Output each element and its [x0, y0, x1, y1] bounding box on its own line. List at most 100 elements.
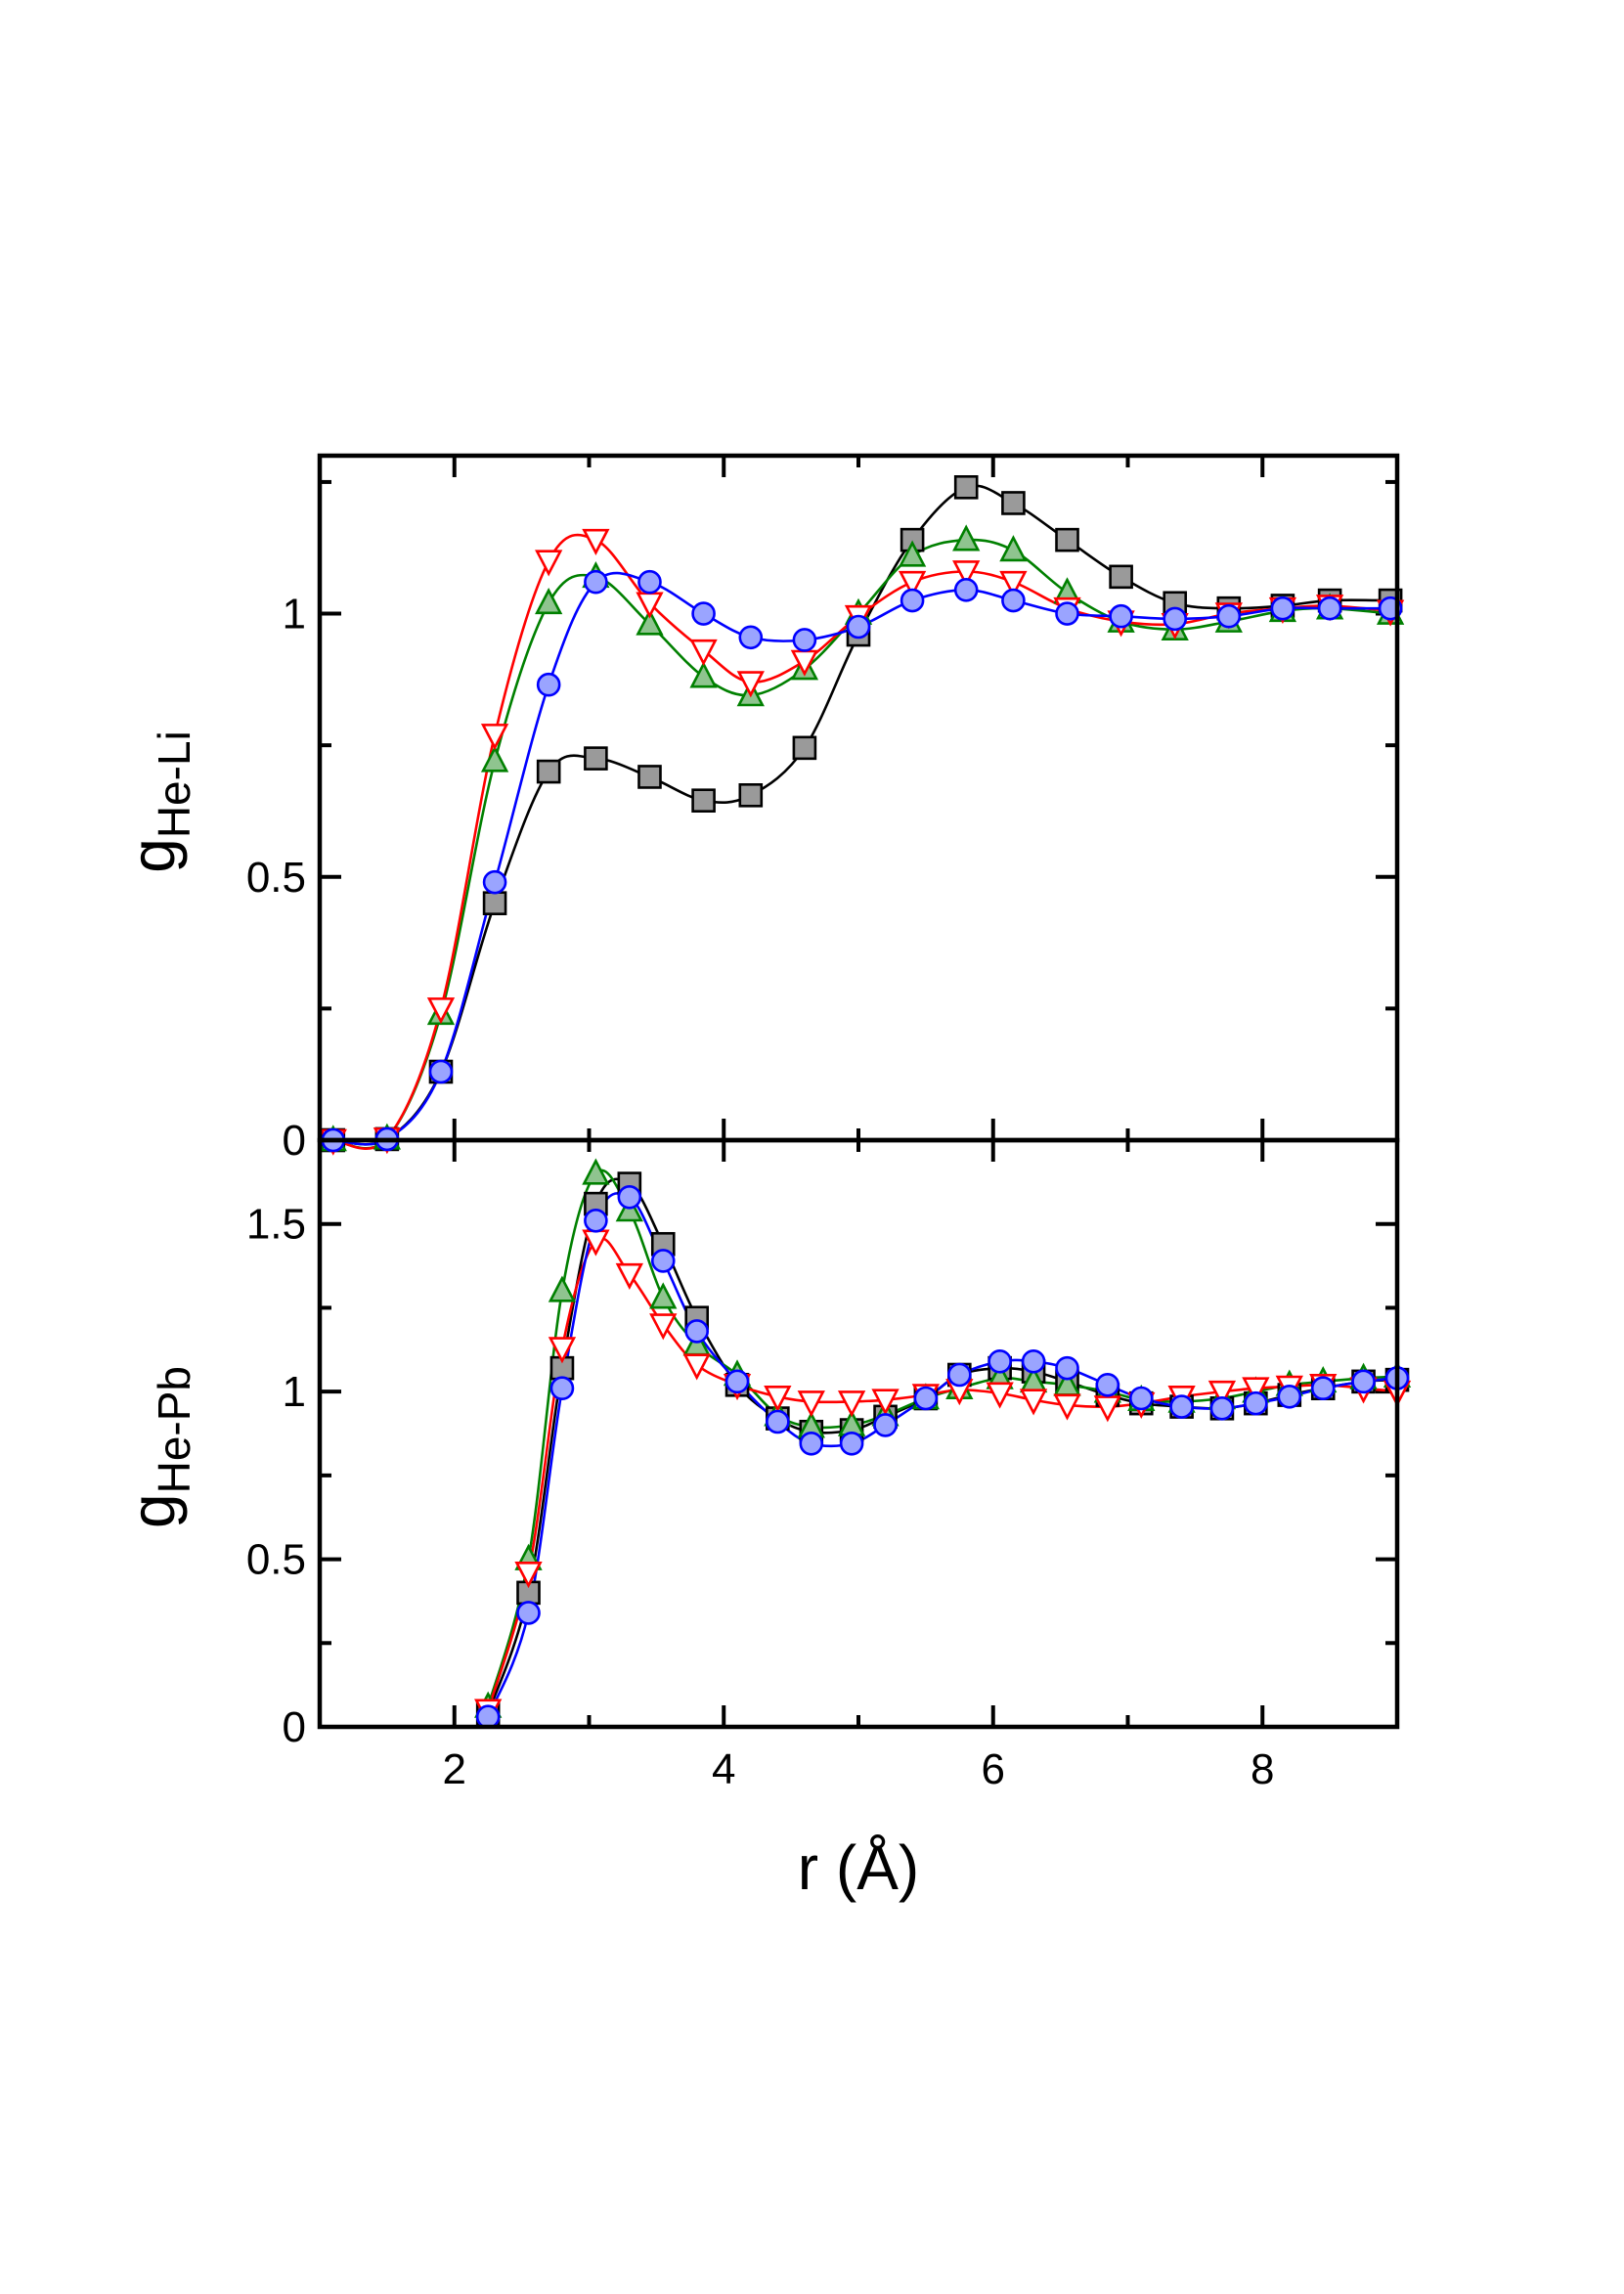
- bottom-y-tick-label: 1.5: [246, 1201, 306, 1249]
- top-green-triangles-point: [689, 661, 718, 688]
- bottom-green-triangles-point: [649, 1282, 678, 1309]
- bottom-blue-circles-point: [1244, 1390, 1268, 1416]
- bottom-axes-ticks: [320, 1140, 1397, 1729]
- bottom-y-tick-label: 1: [283, 1368, 306, 1416]
- top-blue-circles-point: [953, 578, 979, 602]
- top-blue-circles-point: [584, 569, 608, 595]
- top-black-squares-point: [584, 746, 608, 771]
- top-red-triangles-down-point: [480, 724, 509, 751]
- bottom-y-tick-label: 0: [283, 1703, 306, 1751]
- top-blue-circles-point: [792, 628, 817, 652]
- top-blue-circles-point: [900, 588, 925, 613]
- bottom-x-tick-label: 2: [443, 1745, 466, 1793]
- bottom-plot-frame: [317, 1137, 1400, 1730]
- bottom-y-tick-labels: 0 0.5 1 1.5: [246, 1201, 306, 1751]
- top-plot-series: [319, 475, 1405, 1156]
- bottom-blue-circles-point: [1351, 1369, 1376, 1394]
- top-black-squares-point: [536, 759, 561, 784]
- bottom-green-triangles-point: [582, 1158, 610, 1185]
- top-y-tick-label: 0.5: [246, 854, 306, 902]
- bottom-blue-circles-point: [1277, 1384, 1302, 1409]
- top-black-squares-point: [691, 788, 716, 813]
- bottom-green-triangles-point: [548, 1275, 577, 1302]
- bottom-red-triangles-down-point: [1242, 1377, 1270, 1404]
- bottom-blue-circles-point: [724, 1369, 750, 1394]
- bottom-blue-circles-point: [1055, 1355, 1079, 1381]
- bottom-blue-circles-point: [766, 1409, 790, 1434]
- bottom-blue-circles-point: [1021, 1348, 1046, 1374]
- top-blue-circles-point: [637, 569, 662, 595]
- top-red-triangles-down-point: [898, 570, 927, 598]
- top-green-triangles-point: [952, 524, 981, 551]
- top-green-triangles-point: [636, 608, 664, 636]
- top-blue-circles-point: [738, 625, 764, 650]
- bottom-red-triangles-down-point: [764, 1385, 792, 1413]
- bottom-blue-circles-point: [1095, 1372, 1120, 1397]
- bottom-blue-circles-point: [650, 1249, 676, 1273]
- top-green-triangles-point: [480, 745, 509, 772]
- bottom-blue-circles-point: [947, 1362, 972, 1388]
- top-red-triangles-down-point: [426, 997, 456, 1025]
- bottom-blue-circles-point: [873, 1413, 898, 1437]
- top-green-triangles-point: [898, 540, 927, 567]
- bottom-red-triangles-down-point: [548, 1337, 577, 1364]
- top-green-triangles-point: [999, 535, 1028, 562]
- bottom-blue-circles-point: [1169, 1394, 1194, 1419]
- bottom-blue-circles-point: [799, 1431, 824, 1456]
- bottom-red-triangles-down-point: [682, 1353, 711, 1381]
- bottom-blue-circles-point: [839, 1431, 864, 1456]
- panel-he-pb: 0 0.5 1 1.5 2 4 6 8 gHe-Pb r (Å): [117, 1137, 1412, 1903]
- panel-he-li: 00.51 gHe-Li: [117, 453, 1405, 1165]
- x-axis-title: r (Å): [798, 1832, 919, 1903]
- bottom-red-triangles-down-point: [1053, 1393, 1081, 1421]
- top-black-squares-point: [738, 783, 764, 808]
- bottom-x-tick-label: 4: [712, 1745, 735, 1793]
- bottom-blue-circles-point: [684, 1319, 710, 1344]
- top-red-triangles-down-point: [582, 528, 610, 555]
- bottom-x-tick-labels: 2 4 6 8: [443, 1745, 1275, 1793]
- top-blue-circles-point: [482, 869, 507, 895]
- top-red-triangles-down-point: [952, 560, 981, 588]
- top-blue-circles-point: [536, 672, 561, 697]
- top-blue-circles-point: [846, 614, 871, 640]
- bottom-plot-series: [474, 1158, 1412, 1730]
- bottom-red-triangles-down-point: [797, 1390, 825, 1418]
- bottom-red-triangles-down-point: [1019, 1389, 1048, 1416]
- bottom-y-axis-title: gHe-Pb: [117, 1366, 199, 1528]
- top-y-tick-labels: 00.51: [246, 591, 306, 1165]
- bottom-blue-circles-point: [1209, 1395, 1235, 1421]
- bottom-red-triangles-down-point: [1207, 1380, 1237, 1407]
- bottom-y-tick-label: 0.5: [246, 1536, 306, 1584]
- top-red-triangles-down-point: [999, 570, 1028, 598]
- top-blue-circles-point: [1109, 603, 1133, 629]
- top-blue-circles-point: [1001, 588, 1026, 613]
- bottom-blue-circles-point: [584, 1208, 608, 1233]
- top-y-tick-label: 1: [283, 591, 306, 639]
- top-black-squares-point: [482, 891, 507, 915]
- bottom-x-tick-label: 8: [1251, 1745, 1274, 1793]
- top-blue-circles-point: [1317, 596, 1342, 621]
- bottom-red-triangles-down-point: [871, 1389, 900, 1416]
- top-red-triangles-down-point: [689, 639, 718, 667]
- top-y-tick-label: 0: [283, 1117, 306, 1165]
- bottom-blue-circles-point: [913, 1386, 939, 1411]
- top-black-squares-point: [637, 765, 662, 789]
- bottom-red-triangles-down-point: [514, 1561, 543, 1589]
- top-black-squares-point: [953, 475, 979, 500]
- top-black-squares-point: [1055, 527, 1079, 552]
- top-blue-circles-point: [1055, 601, 1079, 626]
- top-red-triangles-down-point: [535, 550, 563, 577]
- top-green-triangles-point: [535, 587, 563, 615]
- bottom-x-tick-label: 6: [982, 1745, 1005, 1793]
- top-black-squares-point: [1001, 491, 1026, 515]
- top-blue-circles-markers: [321, 569, 1403, 1153]
- bottom-blue-circles-point: [475, 1704, 501, 1730]
- bottom-blue-circles-point: [1310, 1376, 1336, 1401]
- top-blue-circles-point: [1270, 596, 1295, 621]
- bottom-blue-circles-point: [516, 1601, 541, 1625]
- bottom-blue-circles-point: [617, 1184, 642, 1210]
- top-black-squares-point: [792, 735, 817, 761]
- top-black-squares-point: [1109, 564, 1133, 590]
